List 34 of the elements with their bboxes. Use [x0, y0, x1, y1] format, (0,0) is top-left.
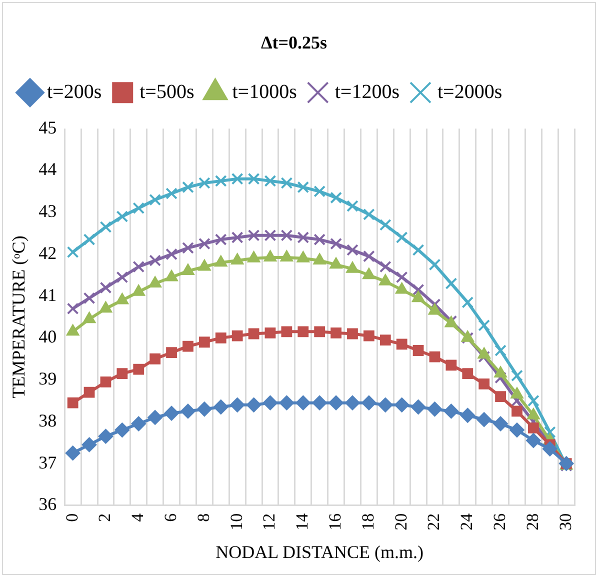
- y-tick-label: 44: [38, 159, 57, 180]
- legend-label: t=2000s: [437, 80, 502, 103]
- x-tick-label: 24: [457, 512, 476, 530]
- x-tick-label: 14: [292, 512, 312, 530]
- y-tick-label: 37: [38, 452, 57, 472]
- x-tick-label: 30: [556, 513, 575, 530]
- y-tick-label: 41: [38, 284, 57, 305]
- y-tick-label: 45: [38, 117, 57, 138]
- x-tick-label: 2: [95, 513, 114, 522]
- y-axis-title: TEMPERATURE (ᵒC): [8, 236, 29, 398]
- legend-label: t=500s: [140, 80, 194, 103]
- y-tick-label: 38: [38, 410, 57, 430]
- legend-label: t=1200s: [334, 80, 400, 103]
- y-tick-label: 39: [38, 368, 57, 389]
- y-tick-label: 43: [38, 201, 57, 222]
- x-tick-label: 18: [358, 513, 378, 530]
- x-axis-title: NODAL DISTANCE (m.m.): [216, 542, 424, 562]
- x-tick-label: 16: [326, 513, 345, 530]
- y-tick-label: 36: [38, 494, 57, 514]
- x-tick-label: 28: [522, 513, 542, 530]
- x-tick-label: 4: [128, 512, 148, 522]
- legend-label: t=200s: [47, 80, 102, 103]
- x-tick-label: 6: [160, 513, 180, 522]
- x-tick-label: 12: [260, 513, 279, 530]
- x-tick-label: 26: [490, 513, 510, 530]
- x-tick-label: 20: [391, 513, 410, 530]
- x-tick-label: 0: [62, 513, 82, 522]
- x-tick-label: 10: [226, 513, 246, 530]
- y-tick-label: 42: [38, 242, 57, 263]
- legend-label: t=1000s: [232, 80, 298, 103]
- y-tick-label: 40: [38, 326, 57, 347]
- chart-title: Δt=0.25s: [260, 32, 328, 52]
- x-tick-label: 22: [424, 513, 444, 530]
- x-tick-label: 8: [194, 513, 213, 522]
